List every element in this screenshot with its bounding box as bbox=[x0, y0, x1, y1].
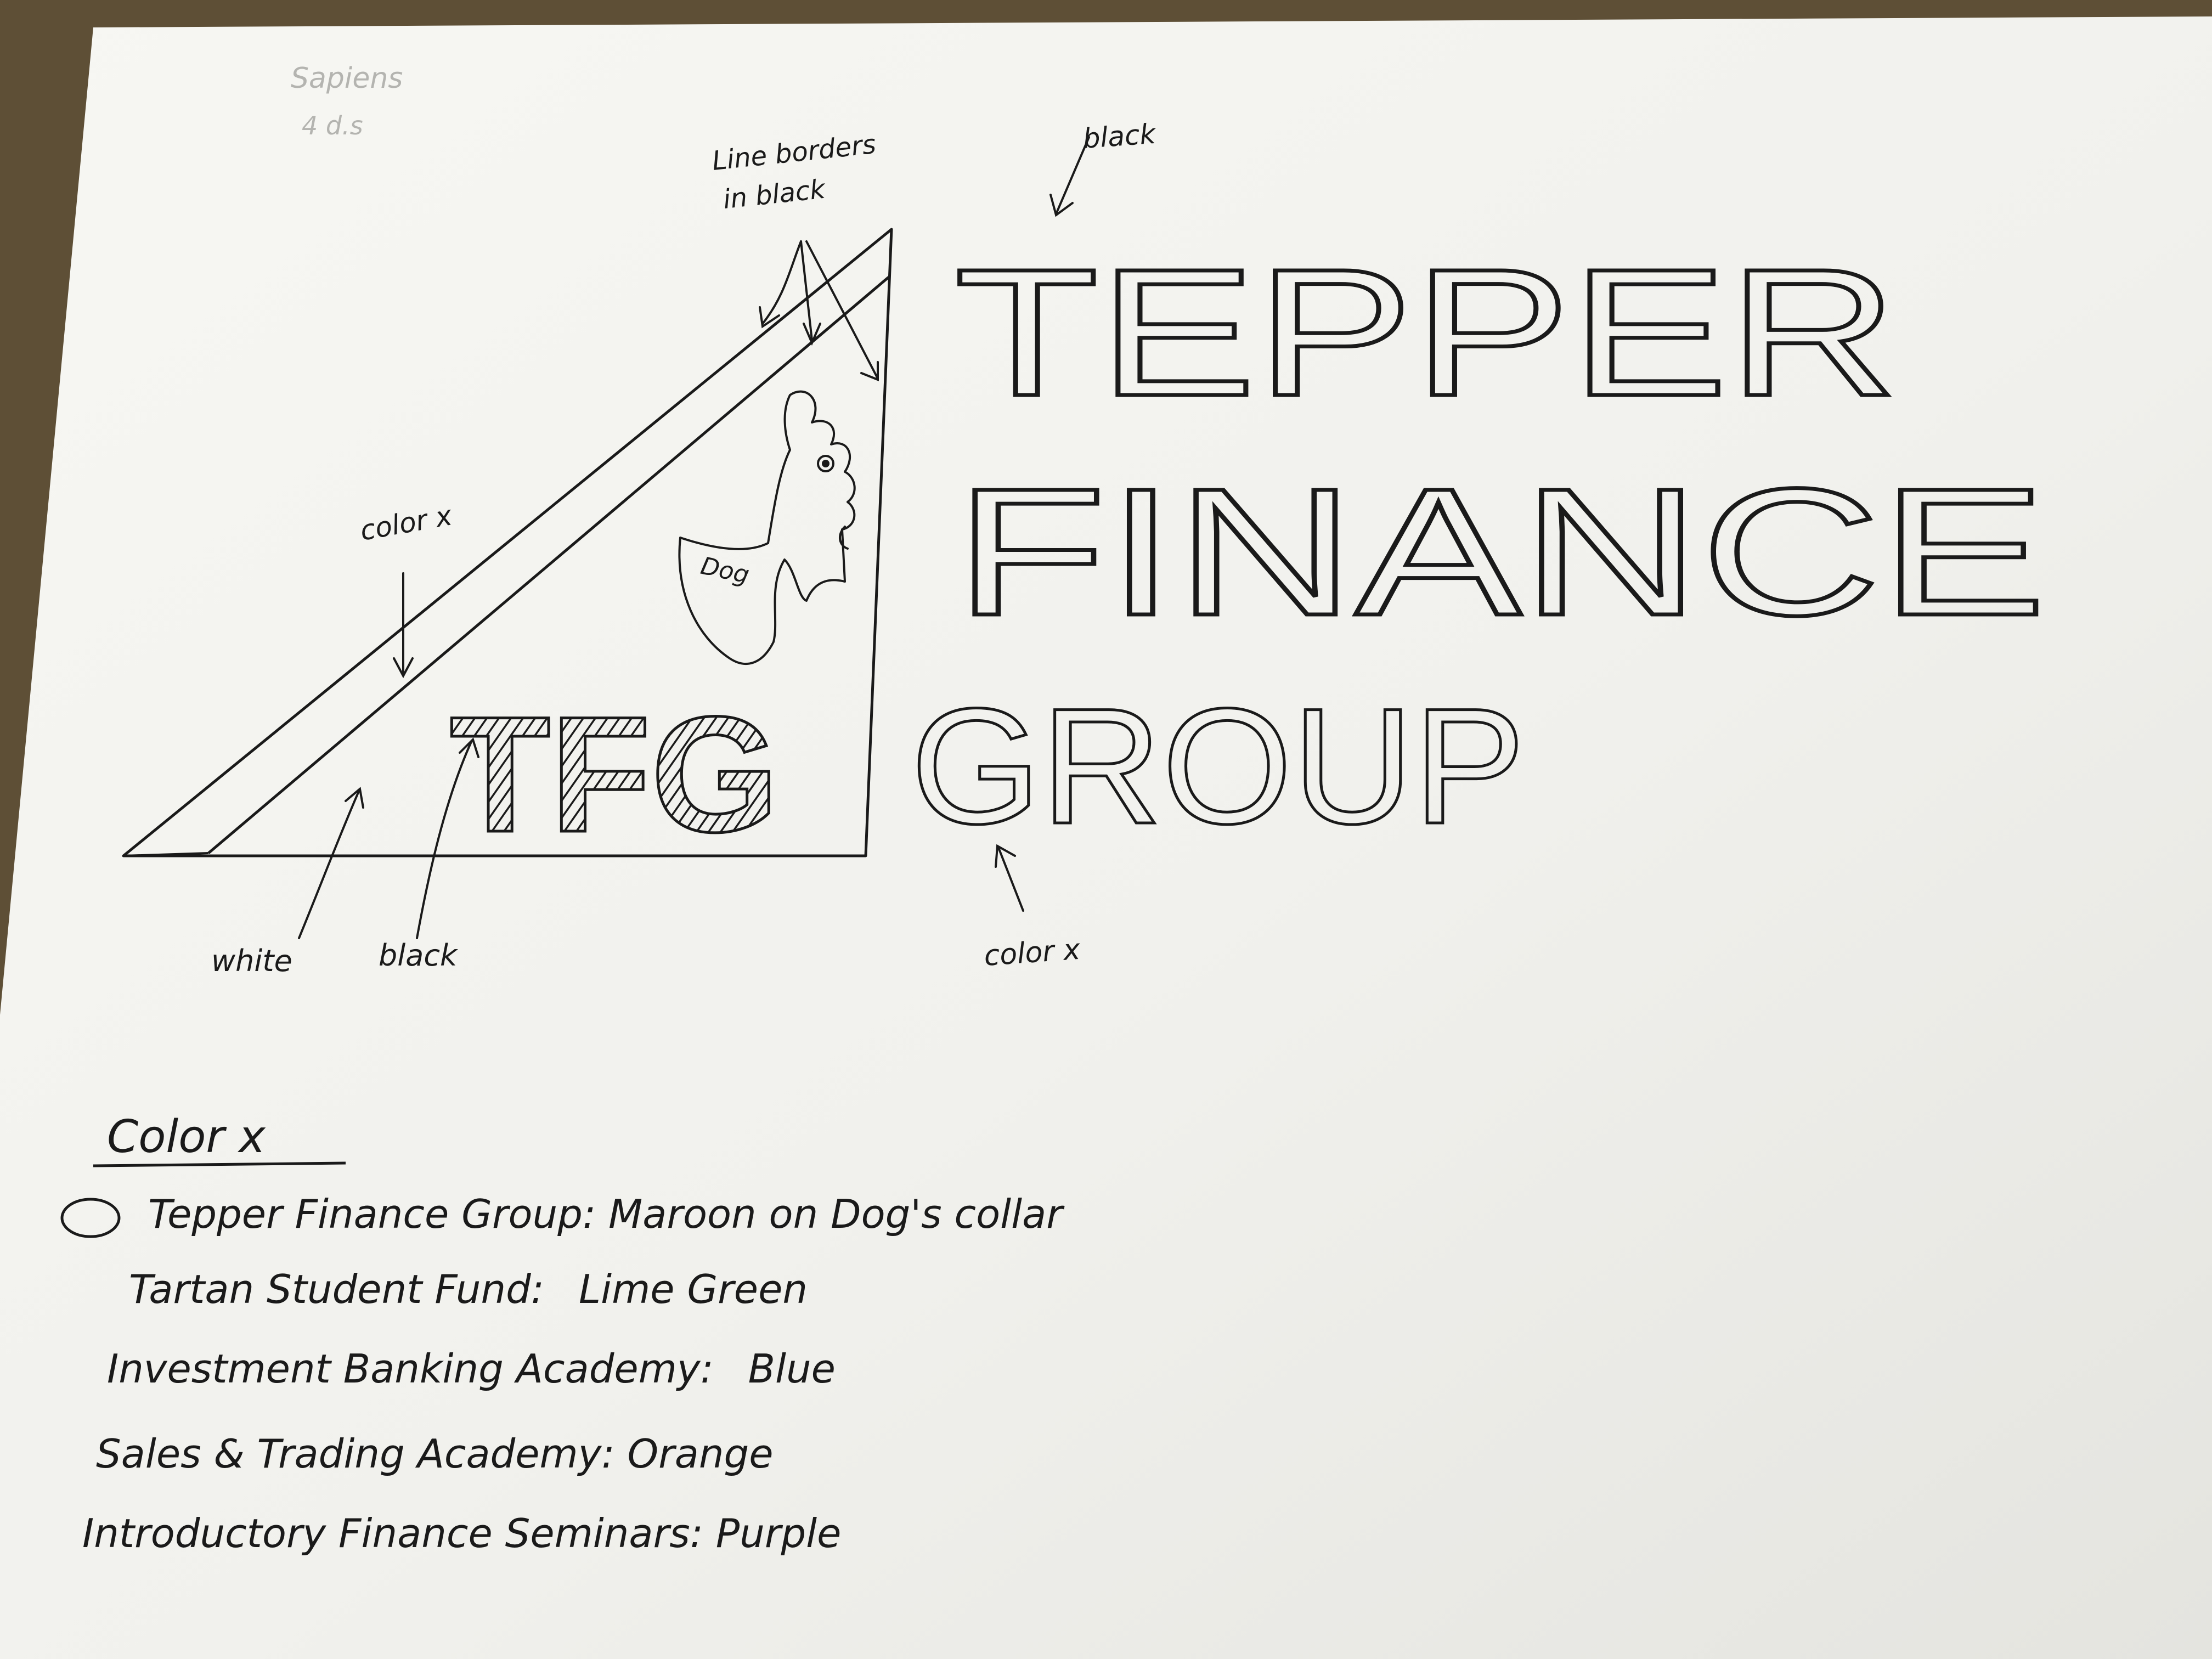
corner-note-line-2: 4 d.s bbox=[302, 111, 363, 140]
legend-item-text: Tepper Finance Group: Maroon on Dog's co… bbox=[148, 1191, 1065, 1237]
legend-item-text: Tartan Student Fund: Lime Green bbox=[129, 1266, 808, 1312]
title-line-finance: FINANCE bbox=[955, 450, 2046, 653]
triangle-outline bbox=[122, 228, 893, 857]
title-block: TEPPER FINANCE GROUP bbox=[910, 229, 2049, 860]
logo-triangle bbox=[122, 228, 893, 857]
legend-item: Sales & Trading Academy: Orange bbox=[96, 1431, 774, 1477]
legend-heading-underline bbox=[93, 1161, 346, 1167]
dog-head-drawing bbox=[678, 390, 856, 665]
arrow-line-borders-3 bbox=[805, 240, 879, 380]
title-line-group: GROUP bbox=[911, 674, 1525, 858]
arrow-white bbox=[298, 789, 360, 939]
color-legend: Color x Tepper Finance Group: Maroon on … bbox=[60, 1111, 1065, 1556]
tfg-letters: TFG bbox=[449, 681, 781, 868]
legend-item: Investment Banking Academy: Blue bbox=[107, 1346, 836, 1392]
legend-item: Tartan Student Fund: Lime Green bbox=[129, 1266, 808, 1312]
legend-item: Tepper Finance Group: Maroon on Dog's co… bbox=[60, 1191, 1065, 1238]
label-black-top: black bbox=[1082, 118, 1158, 155]
paper-sheet bbox=[0, 16, 2212, 1659]
legend-item: Introductory Finance Seminars: Purple bbox=[82, 1510, 841, 1556]
arrow-line-borders-2 bbox=[800, 240, 813, 341]
item-marker-scribble bbox=[60, 1198, 121, 1238]
title-line-tepper: TEPPER bbox=[955, 231, 1898, 433]
label-color-x-group: color x bbox=[983, 933, 1082, 973]
annotation-arrows bbox=[298, 136, 1090, 939]
legend-item-text: Introductory Finance Seminars: Purple bbox=[82, 1510, 841, 1556]
tfg-monogram: TFG bbox=[450, 682, 779, 866]
corner-note: Sapiens 4 d.s bbox=[291, 62, 403, 140]
label-black-letters: black bbox=[379, 938, 459, 973]
arrow-color-x-group bbox=[997, 847, 1024, 912]
triangle-inner-border bbox=[207, 276, 890, 854]
arrow-black-letters bbox=[416, 740, 473, 939]
label-white: white bbox=[211, 944, 292, 978]
legend-item-text: Sales & Trading Academy: Orange bbox=[96, 1431, 774, 1477]
arrow-black-top bbox=[1055, 136, 1090, 215]
corner-note-line-1: Sapiens bbox=[291, 62, 403, 95]
legend-item-text: Investment Banking Academy: Blue bbox=[107, 1346, 836, 1392]
legend-heading: Color x bbox=[107, 1111, 266, 1163]
arrow-line-borders-1 bbox=[761, 240, 802, 325]
